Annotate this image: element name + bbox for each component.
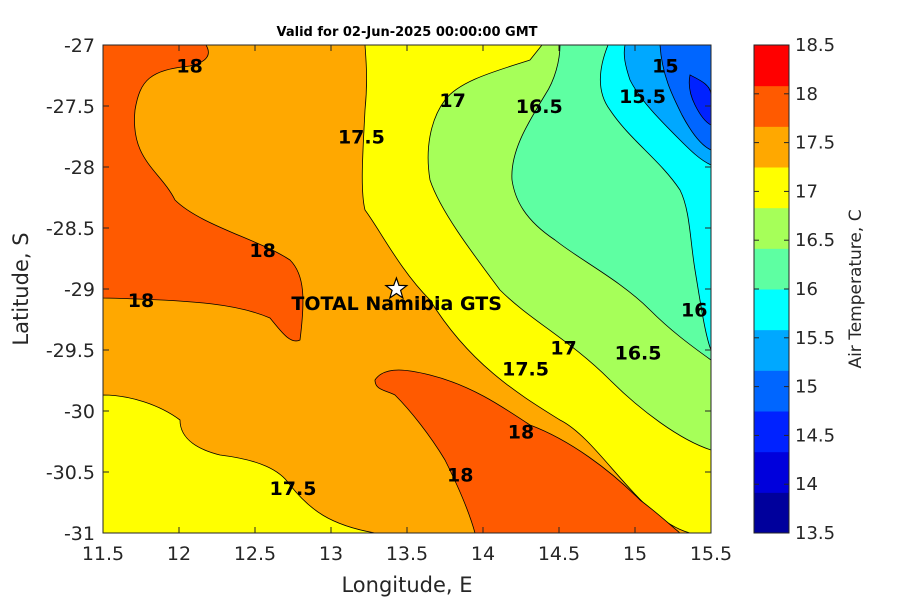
contour-label: 17.5	[502, 358, 549, 380]
x-tick-label: 14	[471, 543, 495, 565]
y-tick-label: -31	[64, 523, 95, 545]
x-tick-label: 13	[319, 543, 343, 565]
contour-label: 17.5	[338, 127, 385, 149]
colorbar-tick-label: 16.5	[795, 230, 835, 251]
site-marker: TOTAL Namibia GTS	[291, 276, 502, 315]
y-axis: -27 -27.5 -28 -28.5 -29 -29.5 -30 -30.5 -31	[46, 35, 711, 545]
colorbar: 18.5 18 17.5 17 16.5 16 15.5 15 14.5 14 13.5	[753, 35, 835, 544]
colorbar-tick-label: 15.5	[795, 328, 835, 349]
y-axis-label: Latitude, S	[9, 232, 33, 345]
x-tick-label: 14.5	[538, 543, 580, 565]
contour-label: 16	[681, 300, 707, 322]
colorbar-tick-label: 14.5	[795, 425, 835, 446]
contour-label: 18	[447, 464, 473, 486]
colorbar-segment	[754, 126, 789, 168]
contour-label: 18	[176, 56, 202, 78]
y-tick-label: -28.5	[46, 218, 95, 240]
contour-label: 17.5	[270, 478, 317, 500]
y-tick-label: -27.5	[46, 96, 95, 118]
contour-label: 15.5	[619, 86, 666, 108]
colorbar-segment	[754, 85, 789, 127]
chart-title: Valid for 02-Jun-2025 00:00:00 GMT	[277, 25, 538, 40]
site-star-icon	[384, 276, 409, 300]
contour-band-13.5-14	[688, 74, 711, 126]
x-tick-label: 15	[623, 543, 647, 565]
colorbar-tick-label: 17	[795, 181, 818, 202]
contour-band-14-14.5	[659, 45, 711, 151]
contour-band-17.5-18-south	[374, 369, 681, 533]
x-tick-label: 12	[167, 543, 191, 565]
x-axis: 11.5 12 12.5 13 13.5 14 14.5 15 15.5	[82, 45, 732, 565]
colorbar-tick-label: 16	[795, 279, 818, 300]
colorbar-tick-label: 17.5	[795, 133, 835, 154]
colorbar-tick-label: 18.5	[795, 35, 835, 56]
site-label: TOTAL Namibia GTS	[291, 293, 502, 315]
x-tick-label: 11.5	[82, 543, 124, 565]
contour-label: 18	[128, 290, 154, 312]
x-tick-label: 15.5	[690, 543, 732, 565]
colorbar-segment	[754, 207, 789, 249]
y-tick-label: -28	[64, 157, 95, 179]
colorbar-segment	[754, 411, 789, 453]
contour-label: 16.5	[516, 96, 563, 118]
y-tick-label: -27	[64, 35, 95, 57]
colorbar-segment	[754, 289, 789, 331]
colorbar-segment	[754, 167, 789, 209]
contour-band-17-17.5-southwest	[103, 394, 376, 533]
y-tick-label: -30.5	[46, 462, 95, 484]
contour-label: 16.5	[615, 342, 662, 364]
colorbar-tick-label: 13.5	[795, 523, 835, 544]
y-tick-label: -29	[64, 279, 95, 301]
contour-label: 18	[249, 240, 275, 262]
x-axis-label: Longitude, E	[341, 573, 472, 597]
y-tick-label: -29.5	[46, 340, 95, 362]
x-tick-label: 12.5	[234, 543, 276, 565]
contour-label: 17	[439, 90, 465, 112]
contour-label: 15	[652, 56, 678, 78]
colorbar-tick-label: 15	[795, 377, 818, 398]
contour-band-17.5-18-west	[103, 45, 304, 342]
x-tick-label: 13.5	[386, 543, 428, 565]
colorbar-segment	[754, 492, 789, 534]
colorbar-segment	[754, 451, 789, 493]
contour-label: 17	[550, 338, 576, 360]
colorbar-label: Air Temperature, C	[846, 209, 866, 368]
contour-fill-area	[103, 45, 711, 533]
colorbar-segment	[754, 329, 789, 371]
y-tick-label: -30	[64, 401, 95, 423]
colorbar-tick-label: 14	[795, 474, 818, 495]
colorbar-segment	[754, 45, 789, 87]
colorbar-segment	[754, 248, 789, 290]
colorbar-segment	[754, 370, 789, 412]
contour-label: 18	[508, 422, 534, 444]
colorbar-tick-label: 18	[795, 84, 818, 105]
